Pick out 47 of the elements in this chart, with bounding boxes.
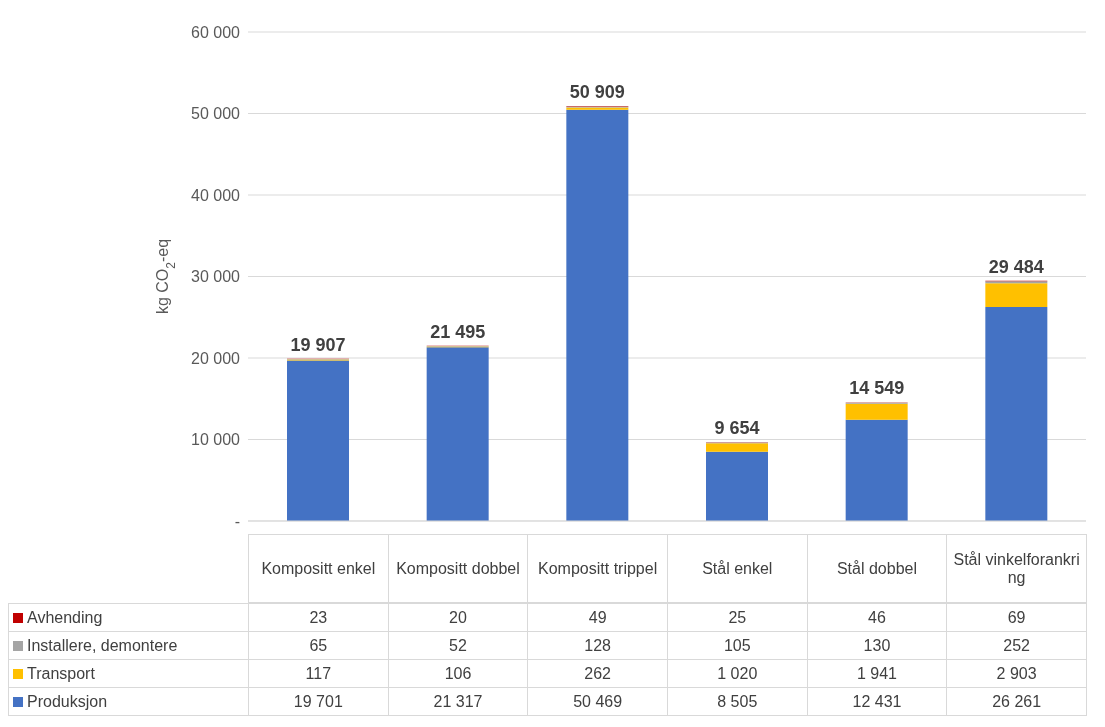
y-tick-label: 30 000 bbox=[191, 268, 241, 286]
total-label: 50 909 bbox=[569, 82, 625, 103]
y-tick-label: 20 000 bbox=[191, 349, 241, 367]
total-label: 29 484 bbox=[988, 256, 1044, 277]
data-label: 69 bbox=[946, 603, 1087, 632]
data-label: 130 bbox=[807, 631, 947, 660]
data-label: 1 020 bbox=[667, 659, 808, 688]
data-label: 23 bbox=[248, 603, 389, 632]
data-label: 21 317 bbox=[388, 687, 528, 716]
data-label: 49 bbox=[527, 603, 668, 632]
data-label: 46 bbox=[807, 603, 947, 632]
y-tick-label: 10 000 bbox=[191, 431, 241, 449]
data-label: 25 bbox=[667, 603, 808, 632]
data-label: 20 bbox=[388, 603, 528, 632]
data-label: 117 bbox=[248, 659, 389, 688]
x-tick-label: Kompositt trippel bbox=[527, 534, 668, 603]
total-label: 19 907 bbox=[290, 334, 346, 355]
x-tick-label: Stål dobbel bbox=[807, 534, 947, 603]
data-label: 252 bbox=[946, 631, 1087, 660]
data-label: 2 903 bbox=[946, 659, 1087, 688]
data-label: 128 bbox=[527, 631, 668, 660]
data-label: 50 469 bbox=[527, 687, 668, 716]
y-tick-label: - bbox=[234, 512, 240, 530]
data-label: 8 505 bbox=[667, 687, 808, 716]
x-tick-label: Kompositt dobbel bbox=[388, 534, 528, 603]
x-tick-label: Stål vinkelforankring bbox=[946, 534, 1087, 603]
legend-label: Avhending bbox=[8, 603, 249, 632]
x-tick-label: Stål enkel bbox=[667, 534, 808, 603]
y-tick-label: 40 000 bbox=[191, 186, 241, 204]
data-label: 26 261 bbox=[946, 687, 1087, 716]
x-tick-label: Kompositt enkel bbox=[248, 534, 389, 603]
y-tick-label: 50 000 bbox=[191, 105, 241, 123]
data-label: 65 bbox=[248, 631, 389, 660]
data-label: 105 bbox=[667, 631, 808, 660]
data-label: 106 bbox=[388, 659, 528, 688]
legend-label: Installere, demontere bbox=[8, 631, 249, 660]
data-label: 12 431 bbox=[807, 687, 947, 716]
y-tick-label: 60 000 bbox=[191, 23, 241, 41]
total-label: 14 549 bbox=[849, 378, 905, 399]
legend-label: Transport bbox=[8, 659, 249, 688]
total-label: 9 654 bbox=[714, 418, 760, 439]
legend-label: Produksjon bbox=[8, 687, 249, 716]
data-label: 1 941 bbox=[807, 659, 947, 688]
data-label: 262 bbox=[527, 659, 668, 688]
data-label: 19 701 bbox=[248, 687, 389, 716]
data-label: 52 bbox=[388, 631, 528, 660]
total-label: 21 495 bbox=[430, 321, 486, 342]
